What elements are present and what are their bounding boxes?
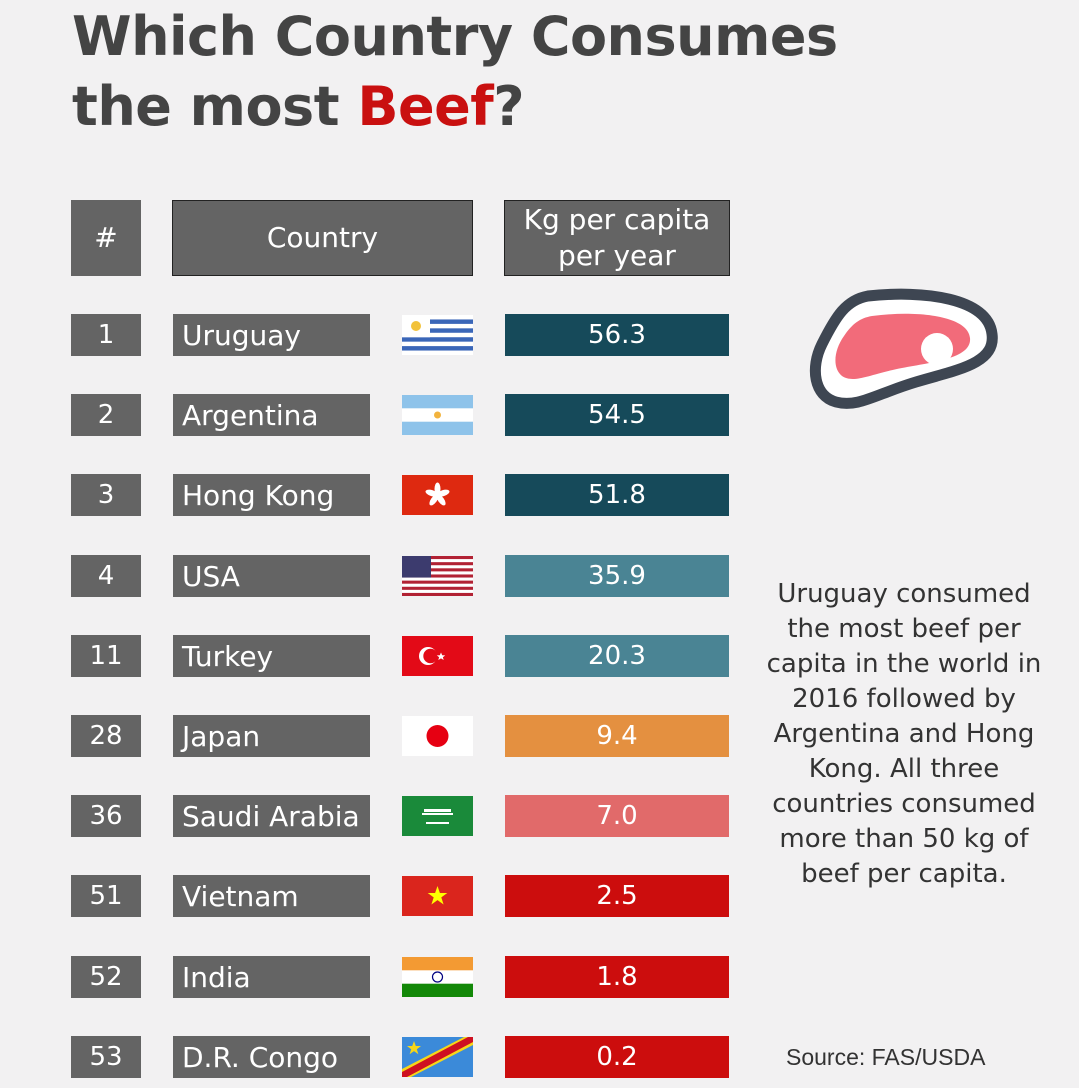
page-title: Which Country Consumes the most Beef? <box>72 2 838 142</box>
header-country: Country <box>172 200 473 276</box>
india-flag <box>402 957 473 997</box>
source-label: Source: FAS/USDA <box>786 1044 986 1070</box>
value-cell: 2.5 <box>505 875 729 917</box>
rank-cell: 53 <box>71 1036 141 1078</box>
rank-cell: 4 <box>71 555 141 597</box>
rank-cell: 3 <box>71 474 141 516</box>
country-cell: Saudi Arabia <box>173 795 370 837</box>
hong-kong-flag <box>402 475 473 515</box>
country-cell: USA <box>173 555 370 597</box>
value-cell: 9.4 <box>505 715 729 757</box>
country-cell: Vietnam <box>173 875 370 917</box>
value-cell: 20.3 <box>505 635 729 677</box>
country-cell: Uruguay <box>173 314 370 356</box>
country-cell: Hong Kong <box>173 474 370 516</box>
turkey-flag <box>402 636 473 676</box>
usa-flag <box>402 556 473 596</box>
country-cell: Japan <box>173 715 370 757</box>
value-cell: 56.3 <box>505 314 729 356</box>
title-highlight: Beef <box>357 75 494 138</box>
country-cell: India <box>173 956 370 998</box>
title-line-2-prefix: the most <box>72 75 358 138</box>
rank-cell: 52 <box>71 956 141 998</box>
title-line-2-suffix: ? <box>493 75 525 138</box>
value-cell: 7.0 <box>505 795 729 837</box>
rank-cell: 11 <box>71 635 141 677</box>
title-line-1: Which Country Consumes <box>72 5 838 68</box>
rank-cell: 36 <box>71 795 141 837</box>
country-cell: D.R. Congo <box>173 1036 370 1078</box>
value-cell: 51.8 <box>505 474 729 516</box>
rank-cell: 2 <box>71 394 141 436</box>
saudi-arabia-flag <box>402 796 473 836</box>
summary-note: Uruguay consumed the most beef per capit… <box>766 579 1042 889</box>
argentina-flag <box>402 395 473 435</box>
dr-congo-flag <box>402 1037 473 1077</box>
rank-cell: 28 <box>71 715 141 757</box>
header-value: Kg per capita per year <box>504 200 730 276</box>
value-cell: 1.8 <box>505 956 729 998</box>
japan-flag <box>402 716 473 756</box>
value-cell: 35.9 <box>505 555 729 597</box>
country-cell: Argentina <box>173 394 370 436</box>
uruguay-flag <box>402 315 473 355</box>
country-cell: Turkey <box>173 635 370 677</box>
rank-cell: 51 <box>71 875 141 917</box>
vietnam-flag <box>402 876 473 916</box>
value-cell: 54.5 <box>505 394 729 436</box>
value-cell: 0.2 <box>505 1036 729 1078</box>
meat-steak-icon <box>809 288 998 409</box>
rank-cell: 1 <box>71 314 141 356</box>
header-rank: # <box>71 200 141 276</box>
